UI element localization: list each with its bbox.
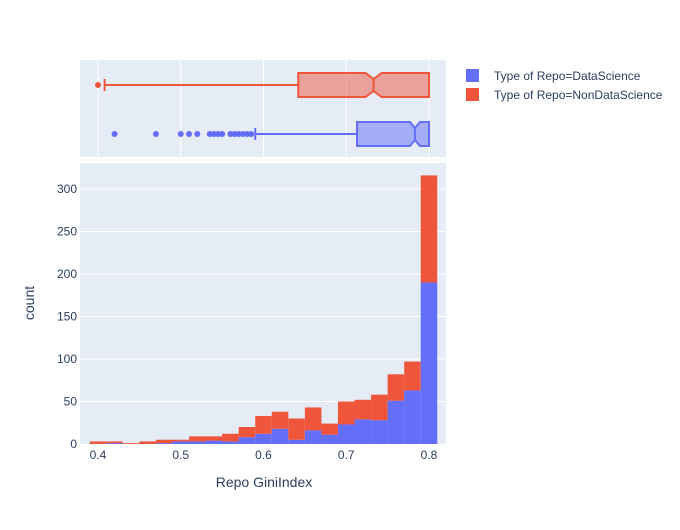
y-tick-label: 100 xyxy=(57,352,77,366)
box-outlier xyxy=(248,131,255,137)
box-outlier xyxy=(111,131,118,137)
histogram-bar xyxy=(420,282,438,444)
histogram-bar xyxy=(89,441,107,444)
x-tick-label: 0.8 xyxy=(421,448,438,462)
box-outlier xyxy=(206,131,213,137)
histogram-bar xyxy=(271,411,289,429)
histogram-bar xyxy=(222,441,239,444)
box-outlier xyxy=(194,131,201,137)
histogram-bar xyxy=(189,436,206,442)
histogram-bar xyxy=(106,443,123,444)
box-outlier xyxy=(210,131,217,137)
histogram-bar xyxy=(354,399,372,420)
histogram-bar xyxy=(255,415,272,434)
x-tick-label: 0.5 xyxy=(172,448,189,462)
histogram-bar xyxy=(238,437,256,444)
histogram-bar xyxy=(304,407,322,431)
y-axis-title: count xyxy=(21,286,37,320)
histogram-bar xyxy=(387,400,405,444)
x-tick-label: 0.7 xyxy=(338,448,355,462)
histogram-bar xyxy=(387,374,405,401)
box-body xyxy=(297,72,430,98)
histogram-bar xyxy=(321,423,338,435)
histogram-bar xyxy=(122,443,140,444)
histogram-bar xyxy=(288,439,305,444)
box-outlier xyxy=(214,131,221,137)
histogram-bar xyxy=(222,433,239,442)
histogram-bar xyxy=(172,439,190,442)
histogram-bar xyxy=(106,441,123,444)
x-tick-label: 0.6 xyxy=(255,448,272,462)
y-tick-label: 200 xyxy=(57,267,77,281)
histogram-bar xyxy=(337,424,355,444)
legend: Type of Repo=DataScience Type of Repo=No… xyxy=(466,66,662,104)
histogram-bar xyxy=(155,443,173,444)
legend-label: Type of Repo=DataScience xyxy=(494,68,641,83)
histogram-bar xyxy=(139,441,156,444)
y-tick-label: 250 xyxy=(57,225,77,239)
histogram-bar xyxy=(238,427,256,438)
box-outlier xyxy=(235,131,242,137)
histogram-bar xyxy=(189,441,206,444)
y-tick-label: 300 xyxy=(57,182,77,196)
x-tick-label: 0.4 xyxy=(90,448,107,462)
histogram-bar xyxy=(304,430,322,444)
histogram-bar xyxy=(371,420,388,444)
legend-item-datascience[interactable]: Type of Repo=DataScience xyxy=(466,66,662,85)
histogram-bar xyxy=(288,418,305,440)
y-tick-label: 150 xyxy=(57,310,77,324)
legend-item-nondatascience[interactable]: Type of Repo=NonDataScience xyxy=(466,85,662,104)
box-outlier xyxy=(177,131,184,137)
histogram-bar xyxy=(371,394,388,421)
x-axis-title: Repo GiniIndex xyxy=(216,474,313,490)
y-tick-label: 0 xyxy=(70,437,77,451)
histogram-bar xyxy=(321,434,338,444)
y-tick-label: 50 xyxy=(64,395,78,409)
histogram-bar xyxy=(155,439,173,444)
box-outlier xyxy=(95,82,101,88)
box-outlier xyxy=(152,131,159,137)
box-outlier xyxy=(227,131,234,137)
legend-label: Type of Repo=NonDataScience xyxy=(494,87,663,102)
box-outlier xyxy=(243,131,250,137)
histogram-bar xyxy=(404,361,421,391)
box-outlier xyxy=(231,131,238,137)
histogram-bar xyxy=(404,390,421,444)
histogram-bar xyxy=(337,401,355,425)
box-outlier xyxy=(219,131,226,137)
histogram-bar xyxy=(420,175,438,283)
legend-swatch-icon xyxy=(466,69,479,82)
histogram-bar xyxy=(205,436,223,441)
histogram-bar xyxy=(205,440,223,444)
histogram-bar xyxy=(172,441,190,444)
box-outlier xyxy=(239,131,246,137)
box-body xyxy=(356,121,430,147)
histogram-bar xyxy=(354,419,372,444)
legend-swatch-icon xyxy=(466,88,479,101)
box-outlier xyxy=(186,131,193,137)
histogram-bar xyxy=(255,433,272,444)
histogram-bar xyxy=(271,428,289,444)
